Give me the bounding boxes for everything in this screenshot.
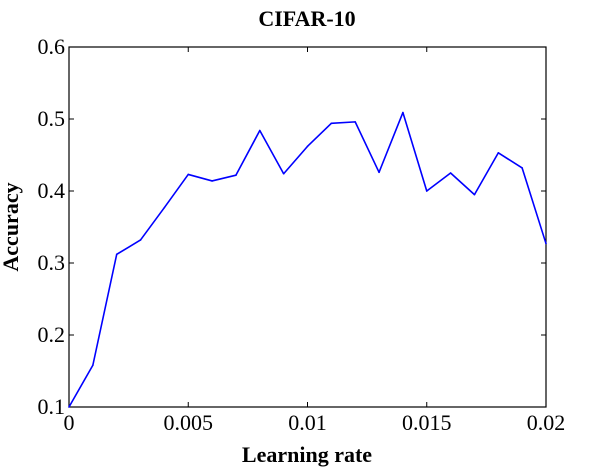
x-tick-label: 0.02 [527,410,566,435]
data-point [163,206,166,209]
data-point [235,174,237,176]
data-point [354,121,357,123]
data-point [378,171,380,174]
data-point [497,152,500,154]
y-tick-label: 0.3 [38,250,66,275]
data-point [92,364,94,367]
data-point [545,242,547,245]
data-point [330,122,333,125]
data-point [282,172,285,175]
y-tick-label: 0.6 [38,34,66,59]
y-tick-label: 0.4 [38,178,66,203]
series-line-0 [68,111,547,408]
data-point [68,406,70,408]
x-tick-label: 0.015 [402,410,452,435]
y-axis: 0.1 0.2 0.3 0.4 0.5 0.6 [38,34,546,419]
x-tick-label: 0 [64,410,75,435]
y-tick-label: 0.2 [38,322,66,347]
series-layer [68,111,547,408]
data-point [211,180,213,182]
data-point [259,129,261,132]
y-tick-label: 0.5 [38,106,66,131]
data-point [139,239,142,241]
x-tick-label: 0.005 [164,410,214,435]
data-point [402,111,404,114]
y-axis-label: Accuracy [0,182,23,271]
data-point [425,190,428,192]
x-tick-label: 0.01 [288,410,327,435]
data-point [473,193,476,196]
chart-title: CIFAR-10 [258,6,355,31]
y-tick-label: 0.1 [38,394,66,419]
x-axis-label: Learning rate [242,442,372,467]
x-axis: 0 0.005 0.01 0.015 0.02 [64,47,566,435]
data-point [115,253,118,256]
data-point [449,172,452,174]
data-point [521,167,523,169]
data-point [187,173,190,176]
data-point [306,145,309,148]
plot-frame [68,46,547,408]
